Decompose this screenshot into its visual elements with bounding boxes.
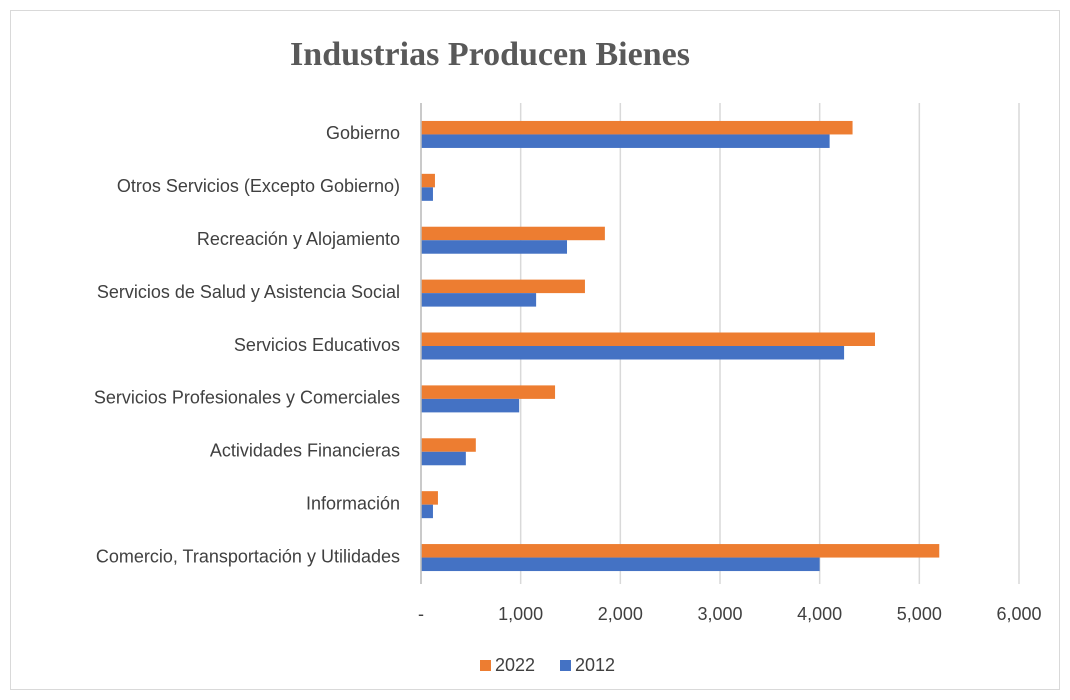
bar [421,134,830,148]
legend-swatch [560,660,571,671]
bar [421,398,520,413]
x-tick-label: 1,000 [498,604,543,624]
bar [421,346,845,360]
x-tick-label: 3,000 [697,604,742,624]
legend-swatch [480,660,491,671]
x-tick-label: 2,000 [598,604,643,624]
y-tick-label: Gobierno [326,123,400,143]
y-tick-label: Recreación y Alojamiento [197,229,400,249]
bar [421,544,940,558]
bar [421,451,466,466]
x-tick-label: 4,000 [797,604,842,624]
bar [421,240,568,254]
bar [421,504,433,519]
y-tick-label: Otros Servicios (Excepto Gobierno) [117,176,400,196]
y-tick-label: Servicios de Salud y Asistencia Social [97,282,400,302]
bar [421,293,537,307]
bar [421,557,820,572]
legend-label: 2012 [575,655,615,675]
bar [421,187,433,201]
x-tick-label: - [418,604,424,624]
x-tick-label: 5,000 [897,604,942,624]
y-tick-label: Servicios Educativos [234,335,400,355]
y-tick-label: Actividades Financieras [210,441,400,461]
bar [421,226,605,241]
bar [421,438,476,452]
bar [421,173,435,188]
bar [421,332,875,346]
y-tick-label: Servicios Profesionales y Comerciales [94,388,400,408]
bar [421,491,438,505]
y-tick-label: Información [306,493,400,513]
x-tick-label: 6,000 [996,604,1041,624]
chart-title: Industrias Producen Bienes [290,36,690,73]
bar [421,385,556,399]
bar [421,120,853,135]
bar [421,279,585,294]
y-tick-label: Comercio, Transportación y Utilidades [96,546,400,566]
legend-label: 2022 [495,655,535,675]
